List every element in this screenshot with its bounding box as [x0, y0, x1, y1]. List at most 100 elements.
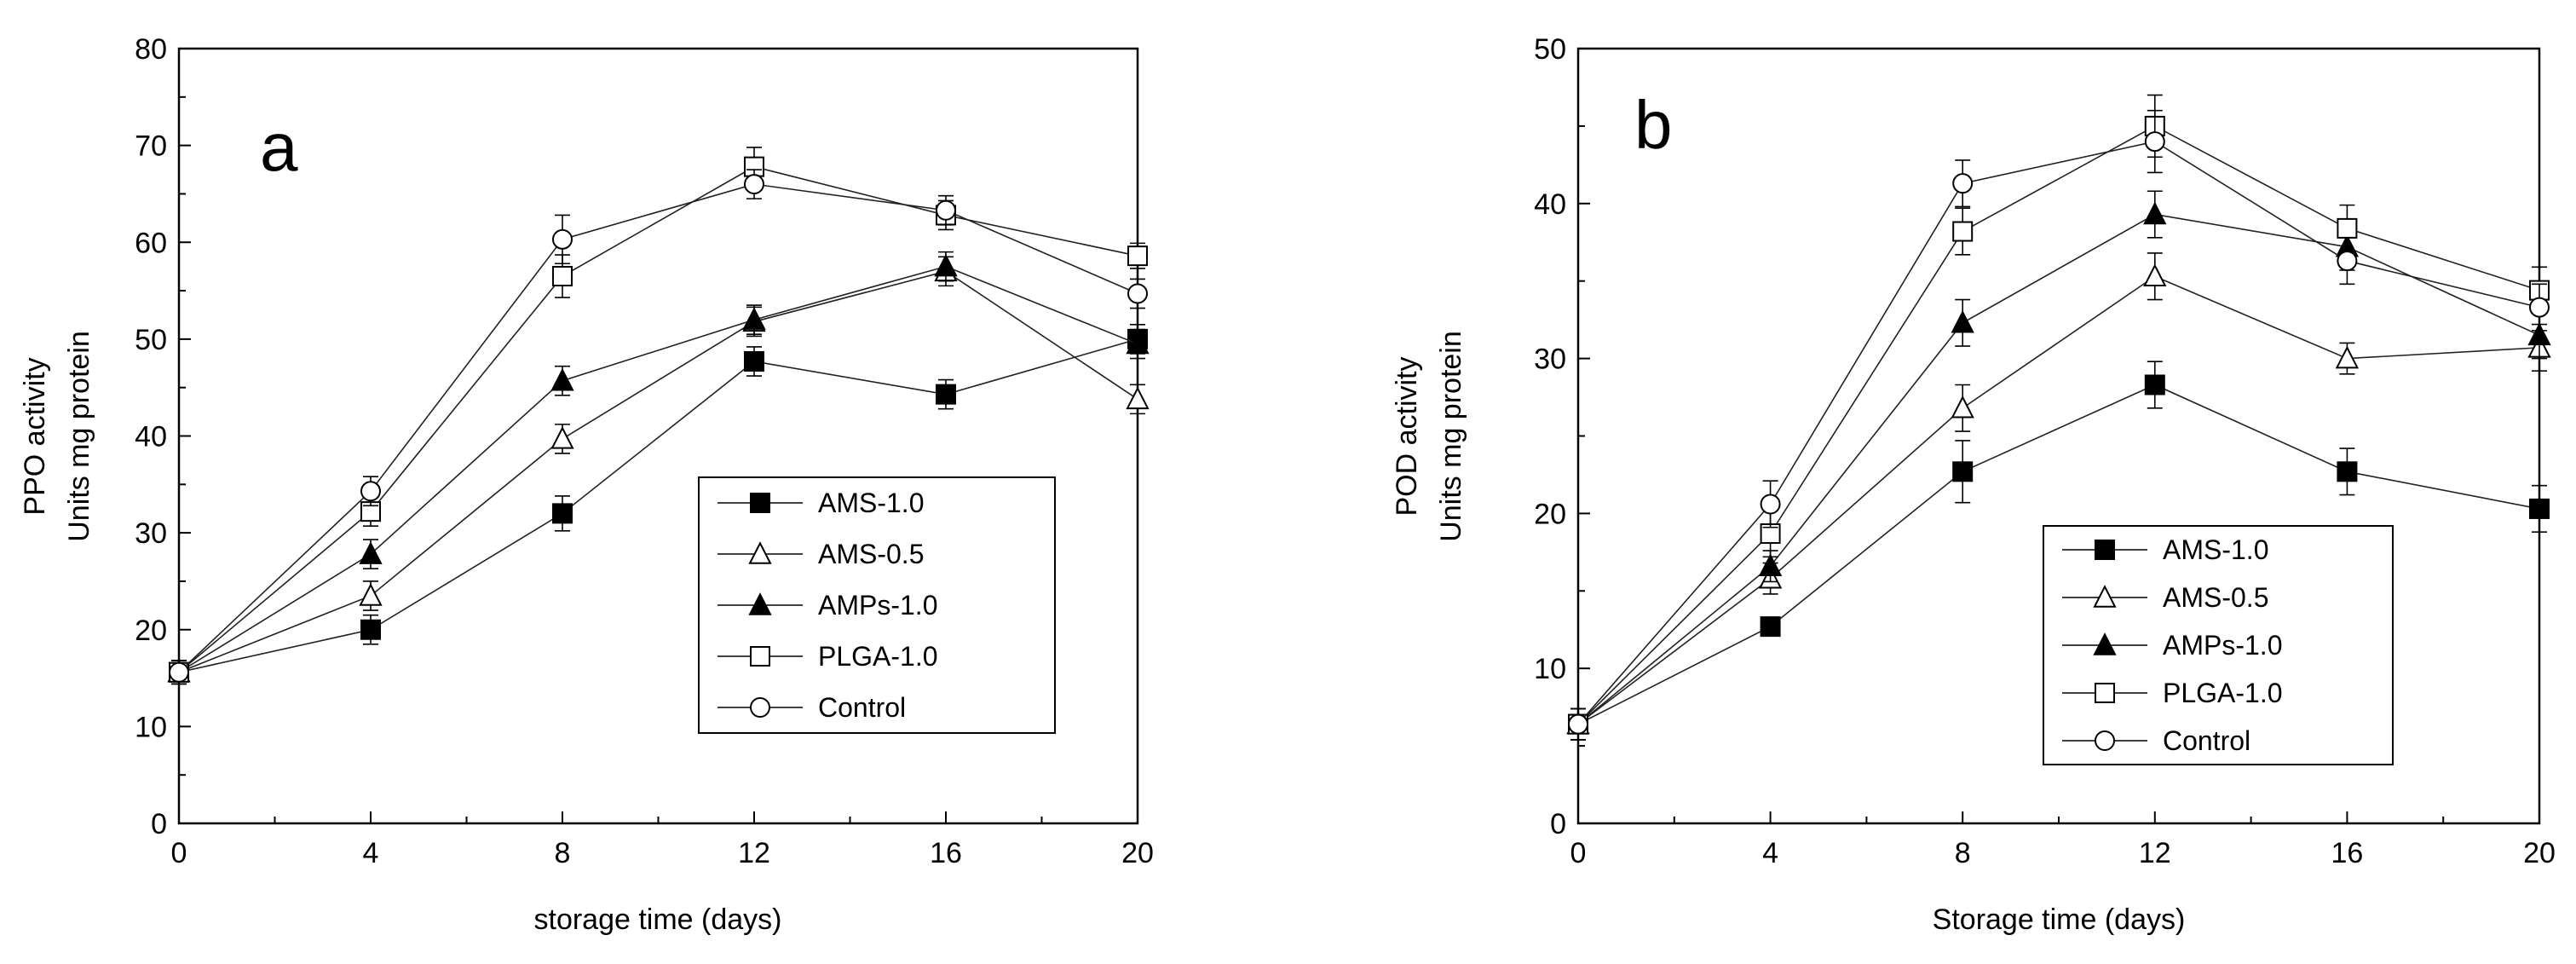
data-point	[550, 426, 574, 449]
series-control	[1568, 109, 2550, 741]
legend-marker	[2093, 585, 2117, 608]
series-line	[178, 265, 1138, 673]
legend-entry: Control	[818, 692, 906, 723]
y-tick-label: 10	[135, 711, 167, 743]
data-point	[2337, 217, 2358, 239]
data-point	[2144, 374, 2165, 395]
series-line	[1577, 124, 2540, 725]
data-point	[169, 661, 189, 683]
legend-marker	[750, 493, 770, 513]
x-tick-label: 0	[171, 837, 187, 869]
y-tick-label: 30	[1534, 343, 1566, 376]
data-point	[1126, 386, 1150, 410]
legend-marker	[2095, 730, 2115, 751]
x-tick-label: 8	[555, 837, 571, 869]
data-point	[2335, 345, 2360, 369]
data-point	[1127, 283, 1148, 304]
data-point	[552, 228, 573, 250]
x-tick-label: 12	[2139, 837, 2171, 869]
series-line	[1577, 384, 2540, 725]
y-tick-label: 0	[151, 808, 167, 840]
data-point	[1568, 713, 1588, 735]
data-point	[1760, 616, 1781, 638]
data-point	[359, 583, 383, 606]
data-point	[1760, 494, 1781, 515]
y-tick-label: 20	[1534, 498, 1566, 530]
data-point	[1951, 309, 1974, 333]
x-tick-label: 4	[363, 837, 379, 869]
data-point	[360, 481, 381, 502]
legend-entry: AMS-0.5	[2163, 582, 2268, 613]
y-tick-label: 50	[135, 324, 167, 356]
data-point	[2143, 201, 2167, 225]
panel-label: a	[260, 109, 298, 185]
data-point	[1126, 331, 1150, 355]
series-line	[178, 183, 1138, 673]
y-tick-label: 10	[1534, 653, 1566, 685]
data-point	[744, 351, 764, 372]
y-tick-label: 80	[135, 33, 167, 66]
data-point	[1951, 395, 1974, 419]
data-point	[359, 541, 383, 564]
data-point	[2143, 263, 2167, 286]
y-tick-label: 50	[1534, 33, 1566, 66]
x-tick-label: 16	[930, 837, 962, 869]
legend-entry: PLGA-1.0	[2163, 678, 2283, 708]
y-tick-label: 60	[135, 227, 167, 259]
chart-panel-b: 0 10 20 30 40 50 0 4 8 12 16 20 b Storage time (days)…	[1391, 33, 2556, 936]
legend: AMS-1.0 AMS-0.5 AMPs-1.0 PLGA-1.0 Control	[698, 476, 1056, 734]
data-point	[2529, 297, 2550, 318]
chart-panel-a: 0 10 20 30 40 50 60 70 80 0 4 8 12 16 20 a storage time …	[19, 33, 1154, 936]
x-tick-label: 0	[1570, 837, 1587, 869]
y-tick-label: 0	[1550, 808, 1566, 840]
y-axis-title: PPO activity	[19, 357, 51, 515]
data-point	[552, 266, 573, 287]
y-axis-title: Units mg protein	[1435, 331, 1467, 542]
legend-entry: AMPs-1.0	[2163, 630, 2282, 661]
y-tick-label: 40	[135, 421, 167, 453]
legend-marker	[748, 592, 772, 615]
data-point	[744, 174, 764, 195]
x-axis-title: storage time (days)	[534, 903, 782, 936]
data-point	[936, 199, 956, 221]
series-control	[169, 169, 1148, 685]
y-axis-title: Units mg protein	[63, 331, 95, 542]
x-axis-title: Storage time (days)	[1933, 903, 2186, 936]
data-point	[1952, 461, 1974, 482]
legend-entry: Control	[2163, 725, 2250, 756]
series-amps-1.0	[167, 251, 1150, 685]
series-line	[178, 270, 1138, 673]
data-point	[1758, 553, 1783, 576]
legend-marker	[2095, 540, 2115, 560]
x-tick-label: 8	[1955, 837, 1971, 869]
series-line	[178, 338, 1138, 673]
y-axis-title: POD activity	[1391, 356, 1423, 516]
data-point	[552, 503, 573, 524]
data-point	[2337, 251, 2358, 272]
legend-marker	[2093, 632, 2117, 655]
series-line	[1577, 141, 2540, 725]
legend-entry: AMS-1.0	[2163, 534, 2268, 565]
legend-marker	[2095, 683, 2115, 703]
series-line	[1577, 275, 2540, 725]
legend-entry: AMS-0.5	[818, 539, 924, 569]
legend-marker	[750, 697, 770, 718]
y-tick-label: 30	[135, 517, 167, 550]
data-point	[1952, 173, 1974, 194]
legend-entry: PLGA-1.0	[818, 641, 938, 672]
x-tick-label: 16	[2331, 837, 2363, 869]
data-point	[360, 619, 381, 640]
y-tick-label: 20	[135, 615, 167, 647]
data-point	[742, 307, 766, 330]
series-ams-1.0	[1568, 361, 2550, 741]
panel-label: b	[1634, 87, 1673, 163]
data-point	[934, 253, 958, 277]
series-line	[1577, 213, 2540, 725]
legend-entry: AMS-1.0	[818, 488, 924, 518]
x-tick-label: 12	[738, 837, 770, 869]
legend: AMS-1.0 AMS-0.5 AMPs-1.0 PLGA-1.0 Control	[2043, 525, 2394, 765]
series-line	[178, 165, 1138, 673]
legend-marker	[748, 541, 772, 564]
x-tick-label: 4	[1762, 837, 1778, 869]
